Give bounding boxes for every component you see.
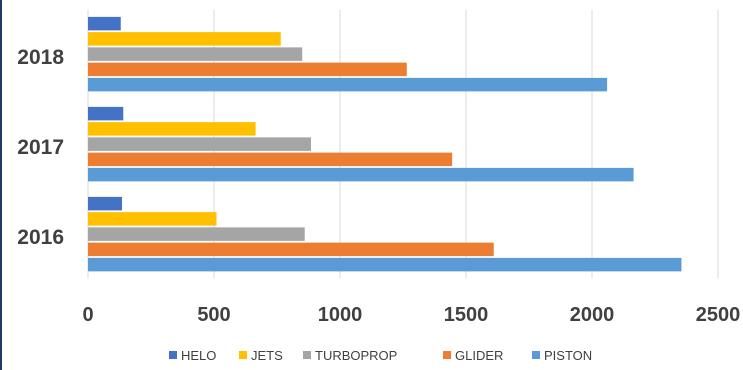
legend-label-turboprop: TURBOPROP — [315, 348, 397, 363]
bar-2018-helo — [88, 16, 121, 31]
bar-2018-piston — [88, 77, 608, 92]
x-tick-2000: 2000 — [570, 304, 615, 326]
legend: HELO JETS TURBOPROP GLIDER PISTON — [169, 348, 592, 363]
bar-2017-jets — [88, 122, 256, 136]
bar-2016-piston — [88, 257, 682, 272]
x-tick-0: 0 — [82, 304, 93, 326]
bars — [88, 16, 682, 272]
category-label-2017: 2017 — [17, 136, 64, 159]
bar-2017-glider — [88, 152, 453, 167]
x-tick-2500: 2500 — [696, 304, 741, 326]
legend-label-piston: PISTON — [544, 348, 592, 363]
bar-2016-glider — [88, 242, 494, 257]
bar-2017-turboprop — [88, 137, 312, 151]
legend-swatch-glider — [443, 351, 451, 359]
x-tick-1000: 1000 — [318, 304, 363, 326]
x-axis-tick-labels: 0 500 1000 1500 2000 2500 — [82, 304, 740, 326]
category-label-2016: 2016 — [17, 226, 64, 249]
legend-swatch-turboprop — [303, 351, 311, 359]
bar-2018-jets — [88, 32, 281, 46]
bar-2016-helo — [88, 196, 123, 211]
category-labels: 2016 2017 2018 — [17, 46, 64, 249]
legend-swatch-jets — [239, 351, 247, 359]
bar-2016-jets — [88, 212, 217, 226]
x-tick-500: 500 — [197, 304, 230, 326]
legend-label-helo: HELO — [181, 348, 216, 363]
legend-swatch-piston — [532, 351, 540, 359]
bar-2018-glider — [88, 62, 407, 77]
bar-2017-helo — [88, 106, 124, 121]
bar-2017-piston — [88, 167, 634, 182]
x-tick-1500: 1500 — [444, 304, 489, 326]
bar-2016-turboprop — [88, 227, 305, 241]
legend-label-jets: JETS — [251, 348, 283, 363]
bar-2018-turboprop — [88, 47, 303, 61]
category-label-2018: 2018 — [17, 46, 64, 69]
legend-swatch-helo — [169, 351, 177, 359]
legend-label-glider: GLIDER — [455, 348, 503, 363]
